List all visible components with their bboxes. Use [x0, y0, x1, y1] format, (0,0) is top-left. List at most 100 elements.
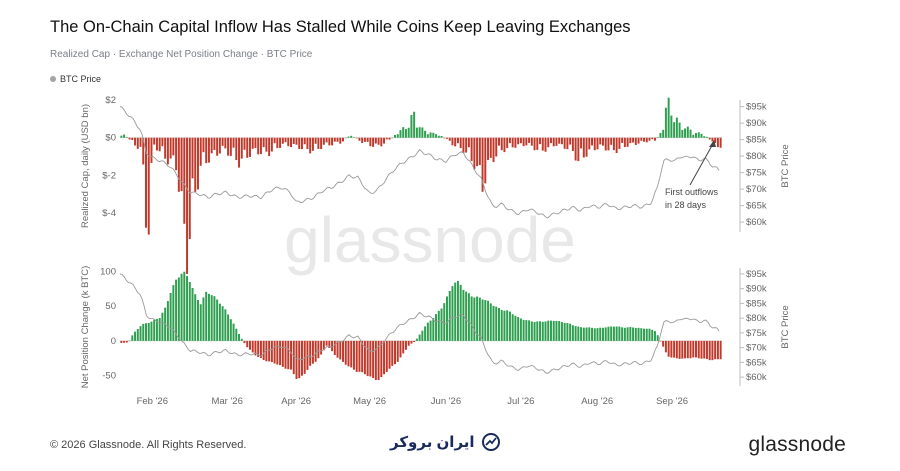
data-bar	[251, 137, 254, 149]
panel-realized-cap: $2 $0 $-2 $-4 $95k $90k $85k $80k $75k $70k $65k $6…	[80, 95, 791, 274]
data-bar	[374, 340, 377, 381]
data-bar	[517, 137, 520, 145]
data-bar	[695, 340, 697, 358]
data-bar	[662, 340, 665, 347]
data-bar	[492, 305, 495, 341]
data-bar	[618, 326, 621, 341]
brand-text: ایران بروکر	[390, 434, 475, 451]
data-bar	[506, 137, 509, 149]
watermark: glassnode	[284, 204, 576, 276]
data-bar	[216, 137, 219, 156]
data-bar	[719, 137, 722, 148]
data-bar	[432, 318, 435, 341]
data-bar	[317, 340, 320, 359]
y-tick-label: $2	[105, 95, 116, 106]
data-bar	[684, 340, 687, 359]
data-bar	[139, 326, 142, 341]
data-bar	[686, 126, 689, 138]
data-bar	[363, 137, 366, 142]
data-bar	[593, 328, 596, 341]
glassnode-logo[interactable]: glassnode	[748, 433, 846, 456]
data-bar	[290, 340, 293, 370]
y-tick-label: $-4	[102, 208, 116, 219]
data-bar	[257, 137, 260, 155]
data-bar	[120, 135, 123, 138]
data-bar	[328, 137, 331, 146]
data-bar	[571, 137, 574, 151]
data-bar	[355, 137, 358, 139]
data-bar	[697, 132, 700, 138]
data-bar	[413, 111, 416, 138]
data-bar	[563, 322, 566, 341]
data-bar	[177, 137, 180, 192]
data-bar	[202, 297, 205, 341]
data-bar	[290, 137, 293, 148]
data-bar	[243, 137, 246, 150]
data-bar	[667, 340, 670, 357]
data-bar	[336, 340, 339, 358]
data-bar	[689, 340, 692, 359]
data-bar	[331, 137, 334, 146]
data-bar	[153, 319, 156, 341]
data-bar	[207, 293, 210, 341]
data-bar	[153, 137, 156, 145]
data-bar	[440, 136, 443, 138]
data-bar	[539, 137, 542, 145]
data-bar	[385, 340, 388, 372]
data-bar	[615, 137, 618, 154]
data-bar	[155, 137, 158, 151]
data-bar	[314, 340, 317, 362]
data-bar	[270, 340, 273, 363]
y2-axis-title: BTC Price	[780, 144, 791, 187]
data-bar	[418, 127, 421, 138]
data-bar	[552, 320, 555, 341]
data-bar	[325, 137, 328, 143]
y-tick-label: 50	[105, 301, 116, 312]
data-bar	[279, 137, 282, 148]
data-bar	[407, 127, 410, 138]
btc-price-line	[119, 106, 720, 219]
data-bar	[388, 137, 391, 140]
data-bar	[147, 322, 150, 341]
data-bar	[347, 340, 350, 367]
brand-logo: ایران بروکر	[390, 432, 501, 452]
data-bar	[700, 340, 703, 359]
data-bar	[446, 137, 448, 139]
data-bar	[459, 284, 462, 341]
data-bar	[407, 340, 410, 346]
data-bar	[695, 133, 697, 138]
data-bar	[675, 340, 678, 359]
data-bar	[413, 340, 416, 343]
data-bar	[539, 321, 542, 341]
data-bar	[344, 340, 347, 365]
data-bar	[703, 136, 706, 138]
data-bar	[719, 340, 722, 360]
data-bar	[158, 318, 161, 341]
data-bar	[391, 340, 394, 366]
data-bar	[205, 137, 208, 164]
data-bar	[287, 137, 290, 147]
data-bar	[552, 137, 555, 147]
y2-tick-label: $70k	[746, 343, 767, 354]
data-bar	[446, 296, 448, 341]
data-bar	[128, 340, 131, 342]
data-bar	[396, 340, 399, 362]
data-bar	[128, 137, 131, 140]
data-bar	[404, 340, 407, 350]
data-bar	[358, 340, 361, 372]
data-bar	[366, 340, 369, 377]
annotation-arrow	[689, 141, 715, 186]
data-bar	[235, 137, 238, 161]
data-bar	[295, 137, 298, 145]
legend[interactable]: BTC Price	[50, 74, 101, 84]
data-bar	[451, 286, 454, 341]
data-bar	[708, 340, 711, 361]
data-bar	[673, 122, 676, 138]
data-bar	[596, 328, 599, 341]
data-bar	[268, 137, 271, 157]
data-bar	[265, 340, 268, 362]
legend-label: BTC Price	[60, 74, 102, 84]
data-bar	[467, 293, 470, 341]
data-bar	[481, 299, 484, 341]
data-bar	[673, 340, 676, 358]
